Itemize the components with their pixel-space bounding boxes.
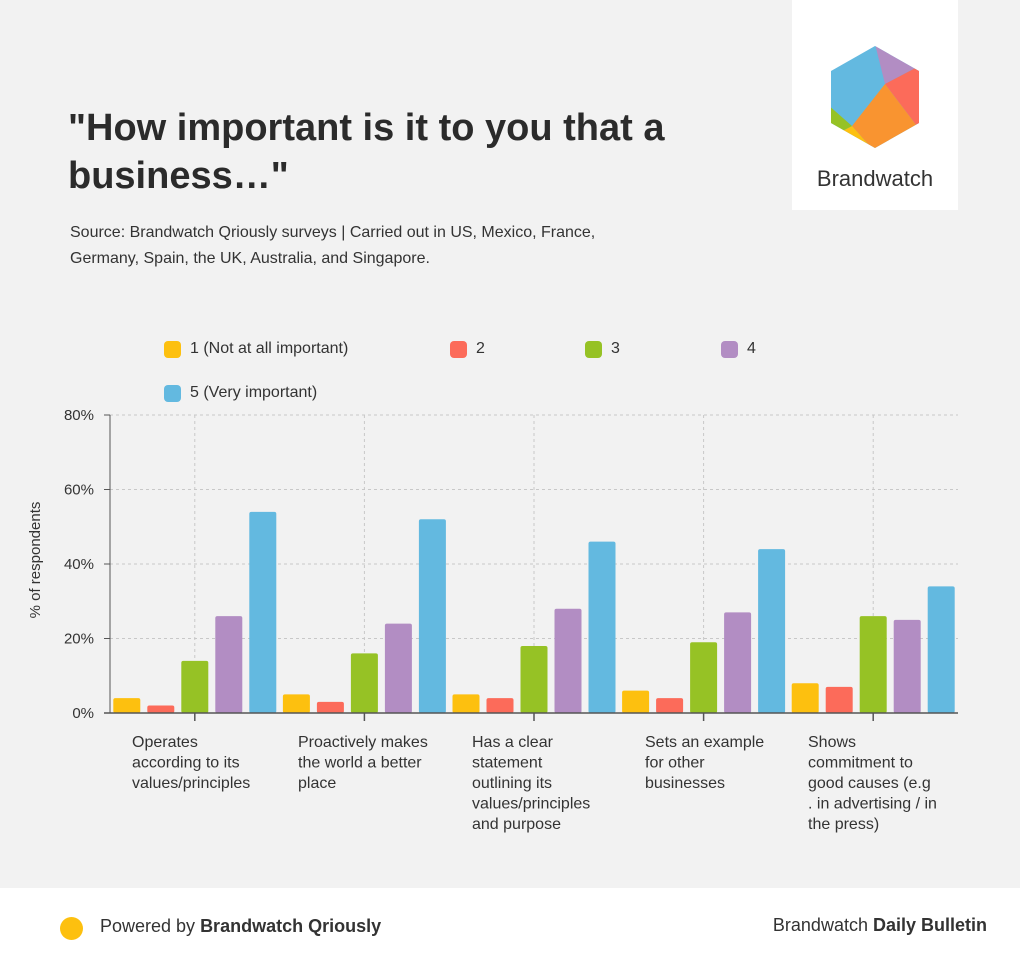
bar (316, 701, 344, 713)
bar (215, 616, 243, 713)
footer-powered-brand: Brandwatch Qriously (200, 916, 382, 936)
bar (724, 612, 752, 713)
bar (249, 511, 277, 713)
legend-swatch (164, 384, 181, 402)
bar (452, 694, 480, 713)
x-tick-label: Operates according to its values/principle… (132, 734, 250, 792)
legend-label: 4 (747, 340, 756, 357)
legend-swatch (164, 340, 181, 358)
bar (791, 683, 819, 713)
x-tick-label: Proactively makes the world a better place (298, 734, 428, 792)
x-tick-label: Has a clear statement outlining its values/… (472, 734, 590, 833)
legend-label: 3 (611, 340, 620, 357)
y-tick-label: 20% (64, 631, 94, 648)
footer-powered-prefix: Powered by (100, 916, 201, 936)
y-axis-title: % of respondents (27, 502, 44, 619)
y-tick-label: 80% (64, 407, 94, 424)
legend-label: 2 (476, 340, 485, 357)
y-tick-label: 0% (72, 705, 94, 722)
legend-item-5: 5 (Very important) (164, 383, 317, 403)
legend-swatch (721, 340, 738, 358)
bar (520, 645, 548, 713)
legend-label: 1 (Not at all important) (190, 340, 349, 357)
bar (758, 549, 786, 713)
legend-item-4: 4 (721, 339, 756, 359)
bar (350, 653, 378, 713)
footer: Powered by Brandwatch Qriously Brandwatc… (0, 888, 1020, 963)
bar (282, 694, 310, 713)
bar (384, 623, 412, 713)
y-tick-label: 60% (64, 482, 94, 499)
footer-dot-icon (60, 917, 83, 940)
x-tick-label: Shows commitment to good causes (e.g. in a… (808, 734, 937, 833)
x-tick-label: Sets an example for other businesses (645, 734, 764, 792)
bar (418, 519, 446, 713)
footer-right-prefix: Brandwatch (772, 915, 873, 935)
footer-powered-by: Powered by Brandwatch Qriously (100, 916, 381, 937)
legend-swatch (450, 340, 467, 358)
legend-swatch (585, 340, 602, 358)
bar (113, 698, 141, 713)
bar (927, 586, 955, 713)
bar (554, 608, 582, 713)
brandwatch-logo-icon (831, 46, 919, 148)
bar (656, 698, 684, 713)
bar (588, 541, 616, 713)
bar-chart: 0% 20% 40% 60% 80% Operates according to its va… (27, 407, 958, 833)
bar (893, 619, 921, 713)
y-tick-label: 40% (64, 556, 94, 573)
bar (859, 616, 887, 713)
legend-item-1: 1 (Not at all important) (164, 339, 348, 359)
bar (147, 705, 175, 713)
bar (181, 660, 209, 713)
legend-item-2: 2 (450, 339, 485, 359)
footer-right-bold: Daily Bulletin (872, 915, 987, 935)
chart-title: "How important is it to you that a busin… (68, 107, 665, 197)
brand-wordmark: Brandwatch (816, 166, 934, 191)
legend-item-3: 3 (585, 339, 620, 359)
footer-daily-bulletin: Brandwatch Daily Bulletin (773, 915, 987, 936)
legend-label: 5 (Very important) (190, 384, 318, 401)
bar (622, 690, 650, 713)
chart-subtitle: Source: Brandwatch Qriously surveys | Ca… (70, 224, 596, 267)
brand-logo-card: Brandwatch (792, 0, 958, 210)
bar (690, 642, 718, 713)
bar (486, 698, 514, 713)
bar (825, 686, 853, 713)
